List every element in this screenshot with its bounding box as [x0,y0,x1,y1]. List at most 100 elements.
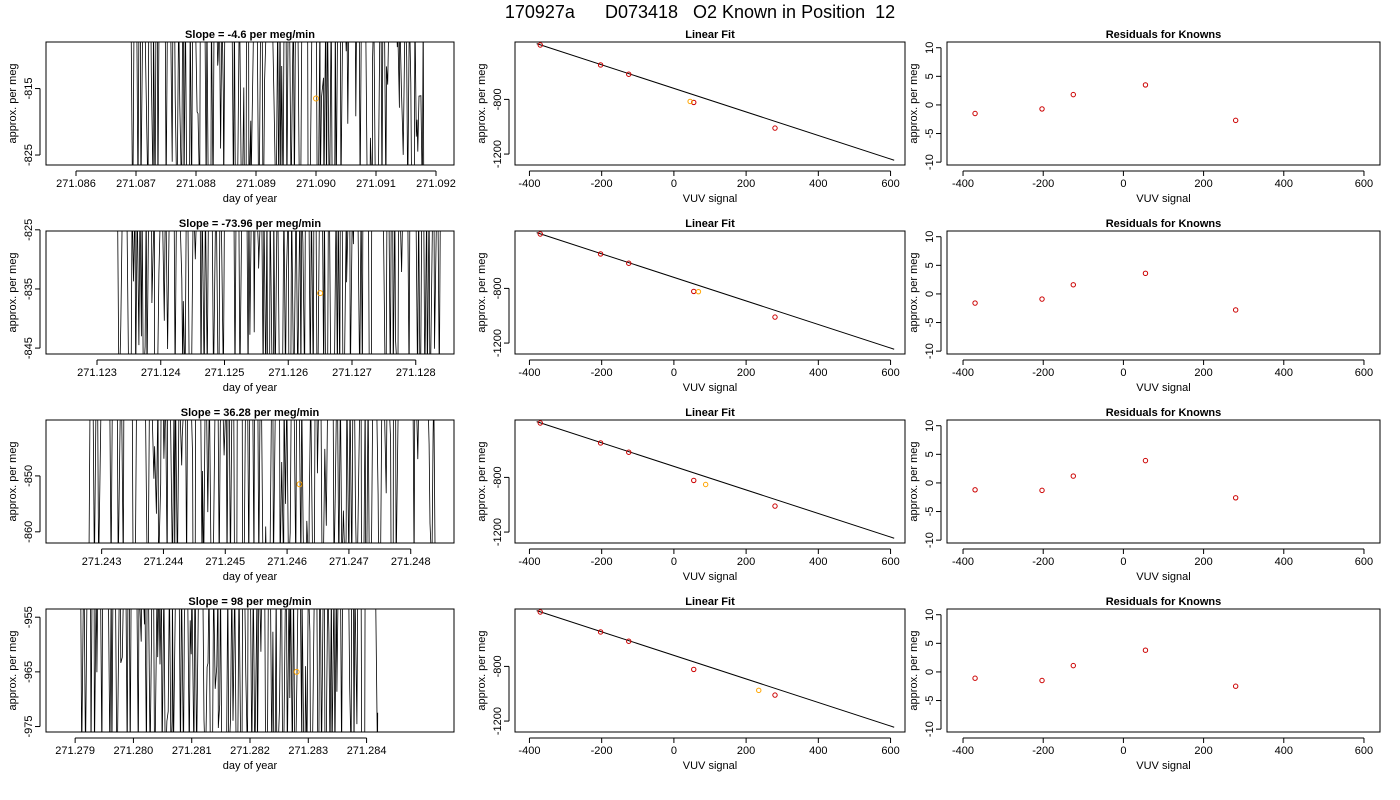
fit-line [536,421,895,539]
x-tick-label: -400 [518,556,540,568]
data-point [772,692,778,698]
panel-3-1: Slope = 36.28 per meg/min 271.243 271.244 2… [7,407,455,583]
panel-title: Residuals for Knowns [1106,218,1222,230]
panel-1-2: Linear Fit -400 -200 0 200 400 600 VUV signal -8… [476,29,906,205]
x-tick-label: -400 [952,178,974,190]
y-axis-label: approx. per meg [7,63,19,143]
x-tick-label: 271.125 [205,367,245,379]
x-tick-label: 271.123 [77,367,117,379]
plot-frame [514,41,906,166]
x-tick-label: 600 [881,178,899,190]
x-tick-label: 200 [737,178,755,190]
y-tick-label: 5 [924,262,936,268]
data-trace [130,42,425,165]
y-tick-label: -5 [924,129,936,139]
panel-4-1: Slope = 98 per meg/min 271.279 271.280 271.… [7,596,455,772]
data-point [597,629,604,635]
plot-frame [514,608,906,733]
current-marker [293,668,300,675]
y-tick-label: 10 [924,420,936,432]
y-tick-label: -825 [23,144,35,166]
data-point [537,231,543,237]
x-tick-label: -200 [1032,745,1054,757]
panel-title: Residuals for Knowns [1106,407,1222,419]
data-point [1070,662,1076,669]
panel-title: Slope = -73.96 per meg/min [179,218,321,230]
y-axis-label: approx. per meg [476,63,488,143]
panel-1-1: Slope = -4.6 per meg/min 271.086 271.087 27… [7,29,456,205]
data-point [1039,296,1045,302]
x-tick-label: 200 [1194,556,1212,568]
x-tick-label: 271.247 [329,556,369,568]
x-axis-label: day of year [223,193,278,205]
x-tick-label: 271.245 [205,556,245,568]
x-axis-label: VUV signal [1136,193,1190,205]
x-tick-label: 0 [671,178,677,190]
data-point [1142,647,1149,653]
x-axis-label: VUV signal [683,382,737,394]
x-tick-label: 400 [1275,178,1293,190]
data-point [1070,91,1076,98]
x-tick-label: 200 [737,745,755,757]
data-point [626,638,632,644]
y-tick-label: 5 [924,73,936,79]
y-tick-label: -1200 [492,329,504,357]
x-tick-label: -400 [952,367,974,379]
x-tick-label: 0 [1120,745,1126,757]
x-tick-label: 271.244 [144,556,184,568]
x-tick-label: 271.280 [114,745,154,757]
current-marker [687,98,693,105]
data-point [691,288,697,295]
x-axis-label: day of year [223,760,278,772]
y-axis-label: approx. per meg [7,441,19,521]
x-tick-label: 271.248 [391,556,431,568]
x-tick-label: -200 [591,556,613,568]
y-tick-label: -5 [924,507,936,517]
x-tick-label: 400 [809,178,827,190]
x-tick-label: 200 [1194,367,1212,379]
y-tick-label: -835 [23,278,35,300]
page-title: 170927a D073418 O2 Known in Position 12 [504,2,896,22]
data-trace [117,231,441,354]
plot-marks [117,231,441,354]
x-tick-label: 600 [1355,556,1373,568]
plot-marks [972,457,1239,501]
x-tick-label: 600 [1355,367,1373,379]
x-tick-label: 271.091 [356,178,396,190]
x-tick-label: 0 [671,745,677,757]
y-tick-label: -10 [924,154,936,170]
x-tick-label: 271.284 [347,745,387,757]
x-tick-label: 271.092 [416,178,456,190]
x-tick-label: 271.124 [141,367,181,379]
fit-line [536,232,895,350]
x-tick-label: 600 [881,745,899,757]
data-point [597,440,604,446]
data-point [1039,677,1045,684]
y-tick-label: 10 [924,231,936,243]
panel-title: Linear Fit [685,596,735,608]
y-tick-label: -955 [23,606,35,628]
x-tick-label: 600 [881,367,899,379]
y-tick-label: 5 [924,451,936,457]
panel-2-3: Residuals for Knowns -400 -200 0 200 400 600 VU… [908,218,1381,394]
x-axis-label: VUV signal [1136,571,1190,583]
y-axis-label: approx. per meg [7,630,19,710]
data-point [972,487,978,493]
panel-title: Residuals for Knowns [1106,29,1222,41]
y-tick-label: -825 [23,219,35,241]
plot-frame [45,419,455,544]
panel-2-1: Slope = -73.96 per meg/min 271.123 271.124… [7,218,455,394]
x-tick-label: -200 [591,178,613,190]
x-tick-label: 200 [737,367,755,379]
x-tick-label: -200 [591,745,613,757]
data-point [597,251,604,257]
y-axis-label: approx. per meg [908,630,920,710]
panel-title: Residuals for Knowns [1106,596,1222,608]
y-tick-label: -965 [23,661,35,683]
data-point [1142,457,1149,464]
x-tick-label: 271.088 [176,178,216,190]
x-tick-label: 271.282 [230,745,270,757]
y-tick-label: -1200 [492,518,504,546]
x-tick-label: 0 [1120,178,1126,190]
